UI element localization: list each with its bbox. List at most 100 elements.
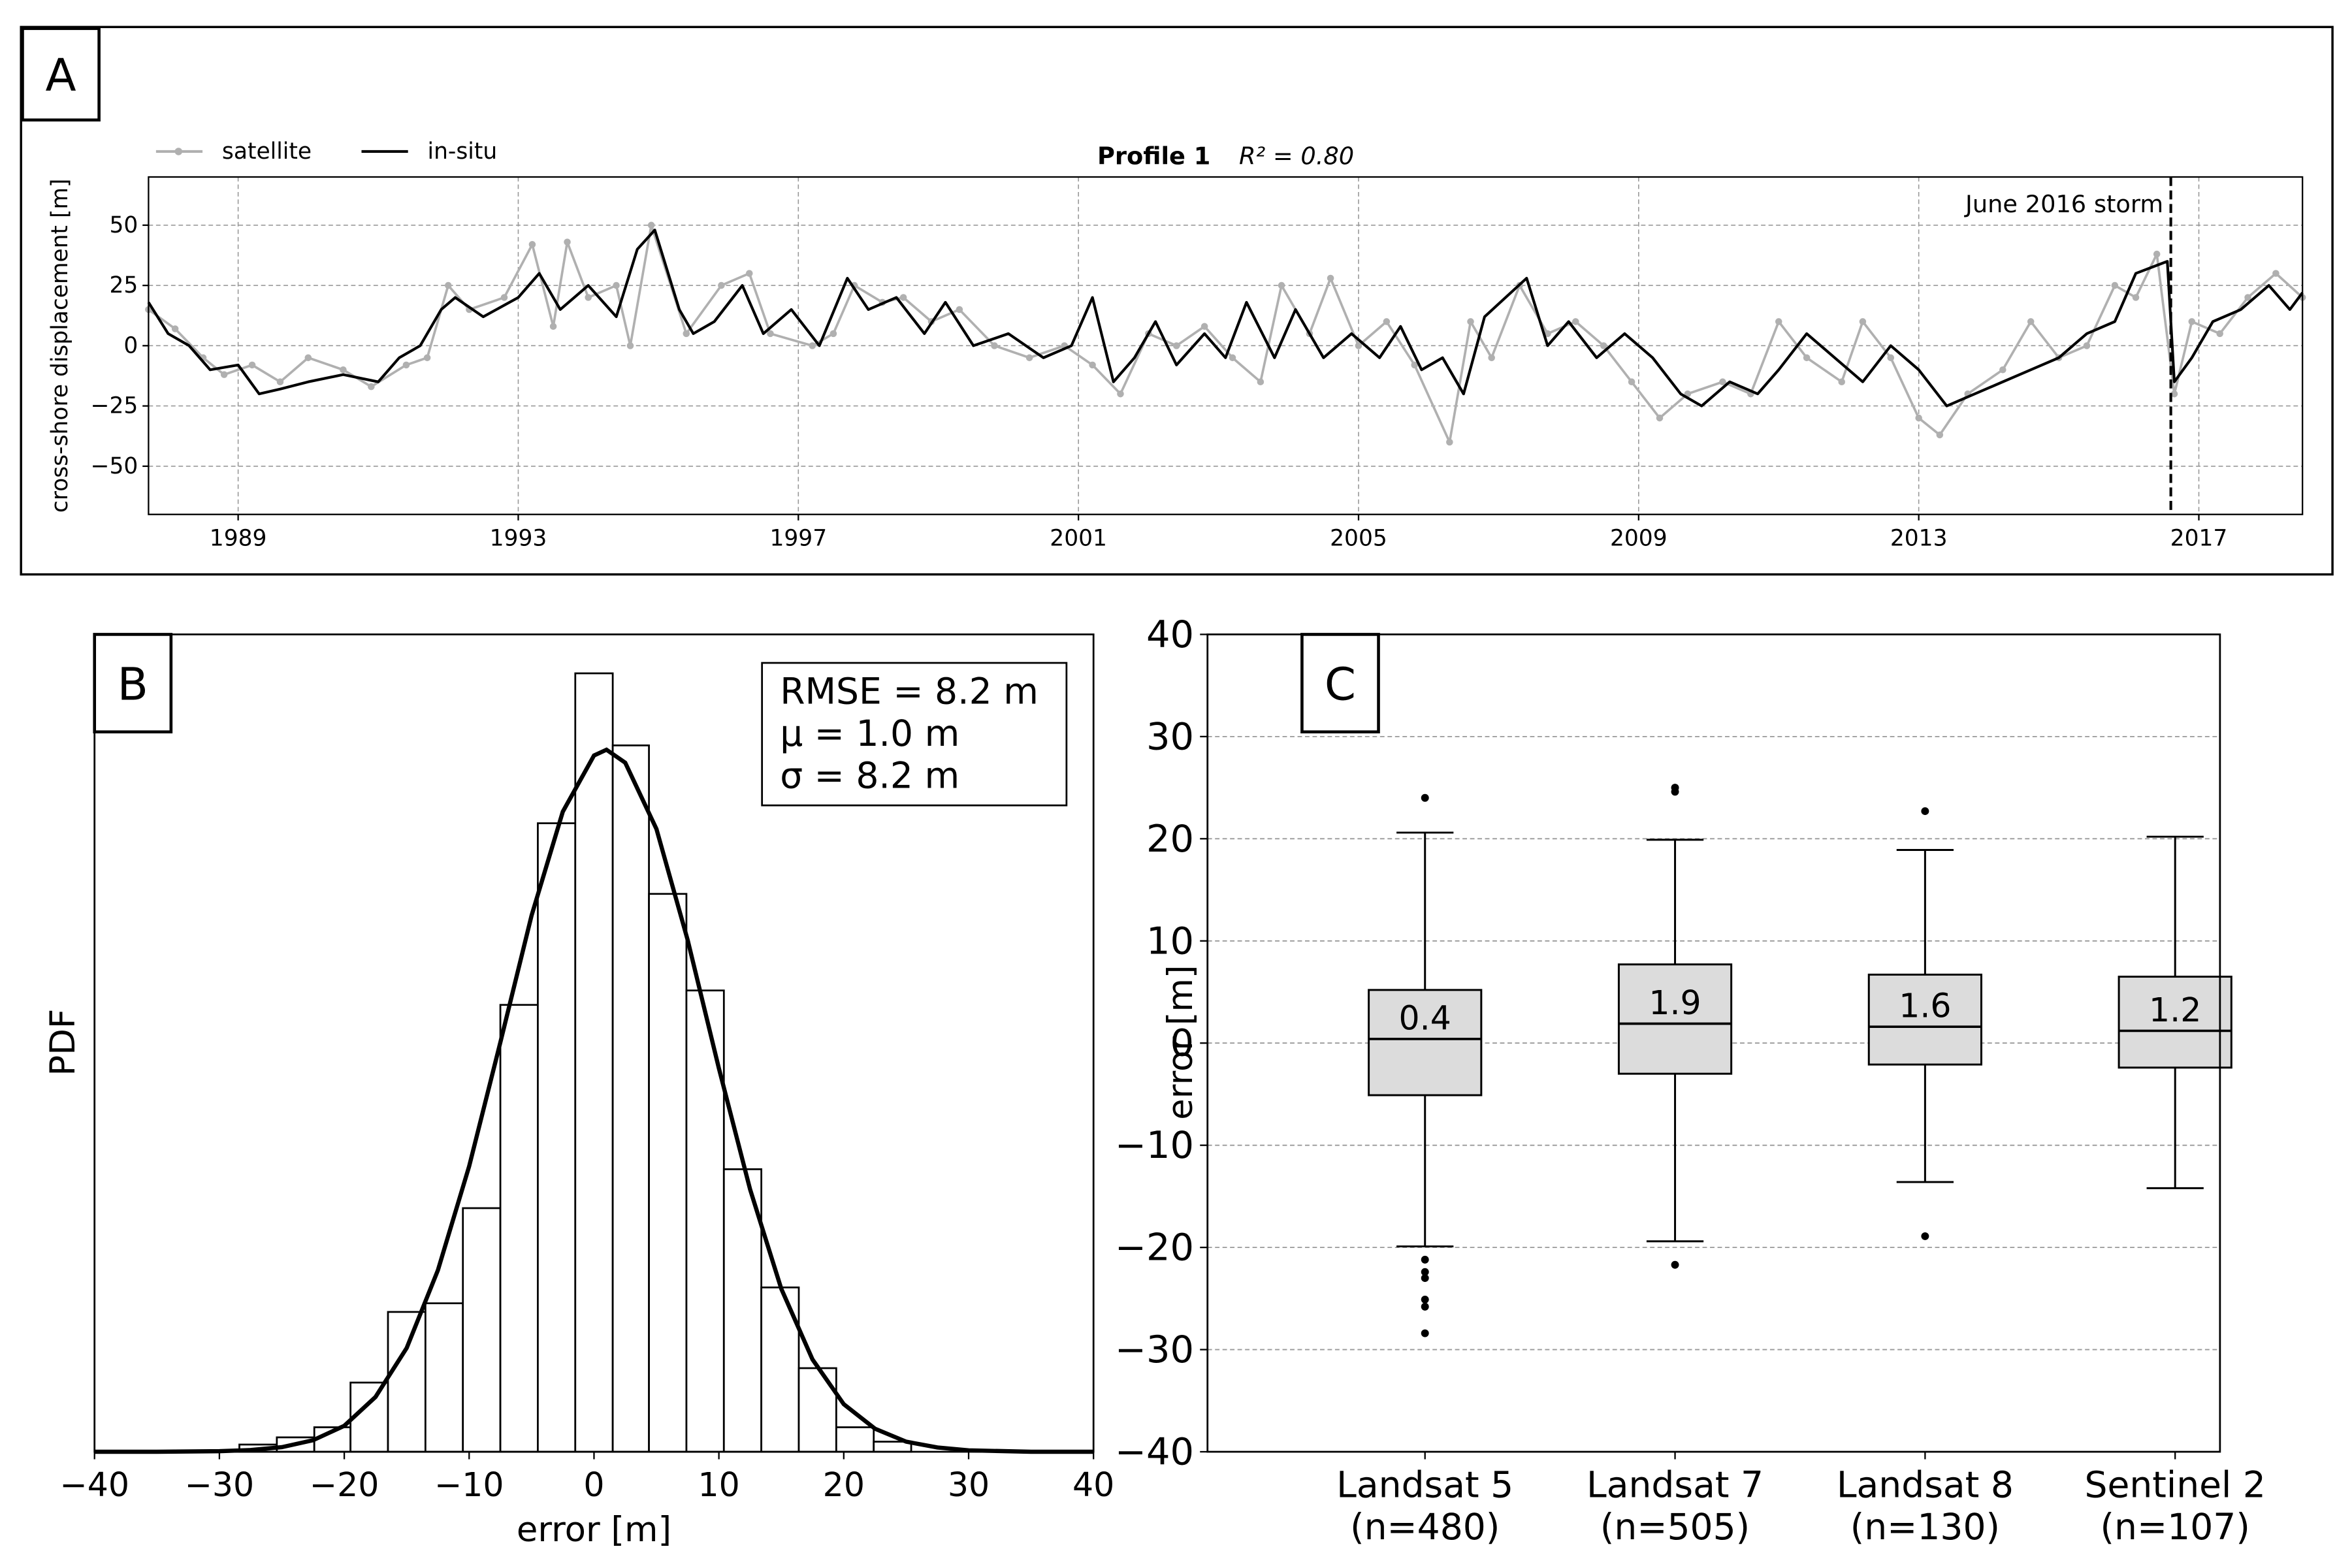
point <box>500 294 508 301</box>
histogram-bar <box>611 744 650 1453</box>
x-tick-sublabel: (n=480) <box>1350 1506 1500 1548</box>
y-tick-label: −40 <box>1115 1430 1194 1474</box>
histogram-bar <box>537 822 577 1453</box>
point <box>276 378 284 385</box>
point <box>647 221 655 229</box>
point <box>304 354 312 362</box>
outlier <box>1921 807 1929 816</box>
outlier <box>1671 788 1679 796</box>
histogram-bar <box>499 1004 539 1453</box>
panel-letter: C <box>1325 658 1356 711</box>
x-tick-label: 1997 <box>769 525 827 551</box>
y-tick-label: 40 <box>1146 613 1194 656</box>
panel-a-frame <box>20 25 2334 576</box>
x-tick-label: Sentinel 2 <box>2084 1464 2265 1506</box>
y-tick-label: 10 <box>1146 919 1194 963</box>
y-axis-label: error [m] <box>1161 965 1200 1119</box>
histogram-bar <box>835 1426 875 1453</box>
x-tick-label: Landsat 7 <box>1587 1464 1764 1506</box>
x-tick-label: Landsat 5 <box>1336 1464 1513 1506</box>
point <box>2027 318 2035 325</box>
outlier <box>1421 1329 1429 1337</box>
y-tick-label: 0 <box>1170 1021 1195 1065</box>
point <box>220 371 228 378</box>
stats-text: RMSE = 8.2 m <box>780 671 1039 712</box>
y-tick-label: −20 <box>1115 1226 1194 1270</box>
chart-title: Profile 1 <box>1097 142 1210 170</box>
x-tick-label: 30 <box>948 1465 990 1504</box>
point <box>171 325 179 332</box>
point <box>626 342 634 349</box>
point <box>809 342 816 349</box>
point <box>1172 342 1180 349</box>
point <box>2111 281 2119 289</box>
legend-marker <box>174 148 183 155</box>
y-tick-label: −25 <box>91 393 138 419</box>
point <box>1229 354 1236 362</box>
point <box>1446 438 1453 446</box>
point <box>956 306 963 313</box>
x-tick-label: 2013 <box>1890 525 1948 551</box>
point <box>2272 270 2280 277</box>
outlier <box>1921 1232 1929 1240</box>
point <box>402 361 410 369</box>
point <box>991 342 998 349</box>
panel-letter-box <box>1300 633 1380 733</box>
point <box>1838 378 1846 385</box>
plot-frame <box>148 176 2304 515</box>
fit-curve <box>94 747 1094 1454</box>
box <box>1368 989 1483 1096</box>
plot-frame <box>93 633 1095 1453</box>
legend-label: in-situ <box>428 138 498 165</box>
x-tick-label: 10 <box>698 1465 739 1504</box>
panel-letter: A <box>45 50 76 102</box>
series-line <box>147 229 2304 408</box>
histogram-bar <box>797 1367 837 1453</box>
x-tick-sublabel: (n=130) <box>1850 1506 2000 1548</box>
outlier <box>1421 1268 1429 1276</box>
x-tick-label: 40 <box>1072 1465 1114 1504</box>
histogram-bar <box>424 1302 464 1453</box>
y-tick-label: 30 <box>1146 714 1194 758</box>
point <box>1257 378 1265 385</box>
point <box>767 330 774 338</box>
median-label: 1.9 <box>1649 984 1701 1022</box>
median-label: 0.4 <box>1399 999 1451 1037</box>
y-tick-label: −30 <box>1115 1328 1194 1371</box>
point <box>1936 431 1944 439</box>
outlier <box>1421 1274 1429 1283</box>
x-tick-label: 0 <box>583 1465 604 1504</box>
stats-text: μ = 1.0 m <box>780 712 959 754</box>
point <box>1089 361 1096 369</box>
point <box>1411 361 1419 369</box>
point <box>1999 366 2006 374</box>
x-tick-sublabel: (n=107) <box>2101 1506 2250 1548</box>
x-tick-label: 2001 <box>1050 525 1107 551</box>
outlier <box>1421 1295 1429 1304</box>
x-tick-label: 1993 <box>490 525 547 551</box>
y-tick-label: 50 <box>109 212 138 238</box>
point <box>528 241 536 248</box>
point <box>2153 250 2161 258</box>
point <box>745 270 753 277</box>
histogram-bar <box>722 1168 763 1453</box>
x-tick-label: 20 <box>823 1465 865 1504</box>
point <box>1488 354 1495 362</box>
x-tick-label: Landsat 8 <box>1837 1464 2014 1506</box>
point <box>1200 323 1208 330</box>
point <box>1656 414 1664 422</box>
x-tick-sublabel: (n=505) <box>1600 1506 1750 1548</box>
x-tick-label: −30 <box>185 1465 255 1504</box>
outlier <box>1671 1260 1679 1269</box>
y-axis-label: cross-shore displacement [m] <box>47 179 73 513</box>
annotation: June 2016 storm <box>1964 190 2163 218</box>
outlier <box>1421 1302 1429 1311</box>
point <box>1467 318 1474 325</box>
point <box>1355 342 1362 349</box>
point <box>1600 342 1607 349</box>
point <box>1025 354 1033 362</box>
y-tick-label: −10 <box>1115 1123 1194 1167</box>
y-tick-label: 20 <box>1146 817 1194 861</box>
